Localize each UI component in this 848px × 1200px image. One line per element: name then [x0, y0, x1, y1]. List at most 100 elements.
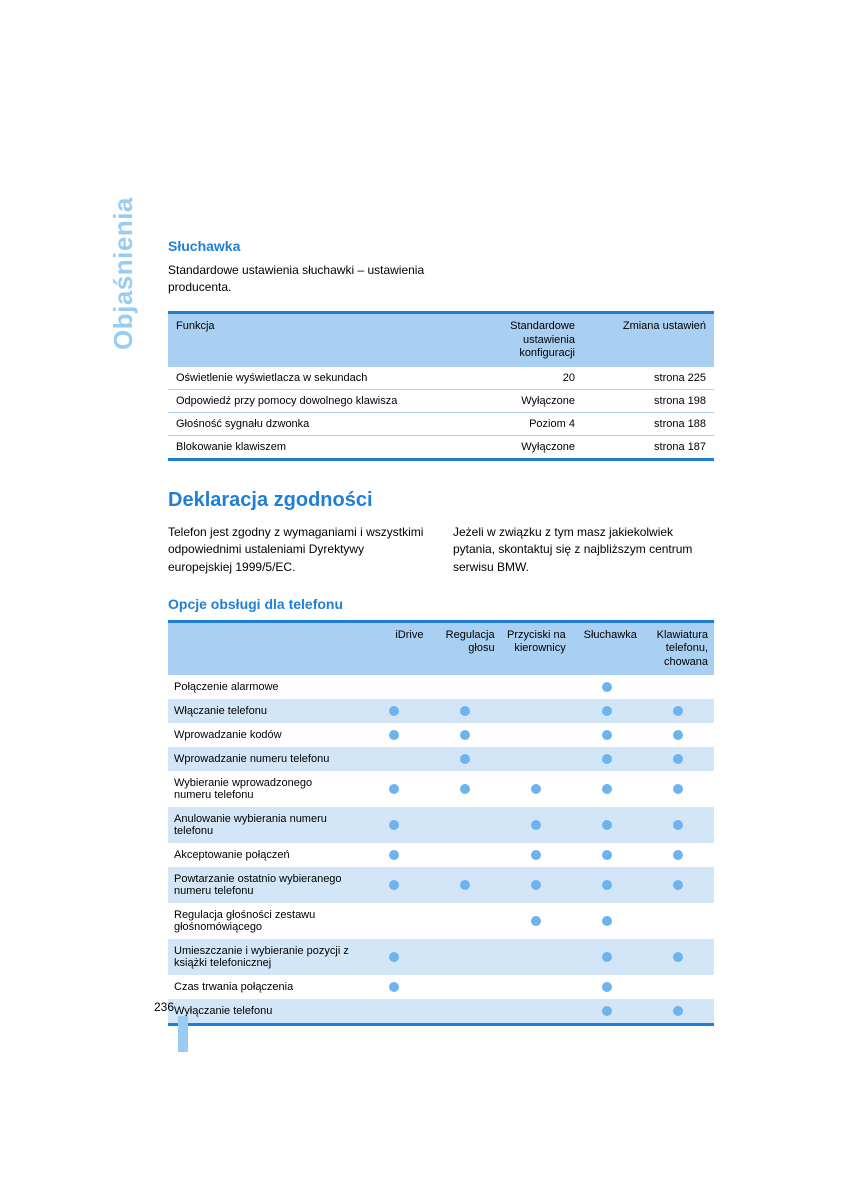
dot-icon [460, 880, 470, 890]
sidebar-title: Objaśnienia [108, 197, 139, 350]
table-cell [358, 771, 429, 807]
table-cell [643, 771, 714, 807]
table-cell [643, 999, 714, 1025]
table-cell-label: Regulacja głośności zestawu głośnomówiąc… [168, 903, 358, 939]
table-cell [572, 771, 643, 807]
dot-icon [602, 682, 612, 692]
section-heading-opcje: Opcje obsługi dla telefonu [168, 596, 714, 612]
table-row: Powtarzanie ostatnio wybieranego numeru … [168, 867, 714, 903]
table-cell-label: Powtarzanie ostatnio wybieranego numeru … [168, 867, 358, 903]
table-cell-label: Wprowadzanie kodów [168, 723, 358, 747]
table-row: Umieszczanie i wybieranie pozycji z ksią… [168, 939, 714, 975]
table-cell [501, 843, 572, 867]
table-cell [643, 975, 714, 999]
table-row: Wprowadzanie numeru telefonu [168, 747, 714, 771]
dot-icon [602, 850, 612, 860]
table-cell-label: Akceptowanie połączeń [168, 843, 358, 867]
dot-icon [389, 952, 399, 962]
dot-icon [389, 880, 399, 890]
paragraph-col-1: Telefon jest zgodny z wymaganiami i wszy… [168, 524, 429, 576]
table-cell [501, 771, 572, 807]
table-cell [358, 699, 429, 723]
table-cell [358, 843, 429, 867]
dot-icon [602, 754, 612, 764]
table-cell [643, 867, 714, 903]
section-text-sluchawka: Standardowe ustawienia słuchawki – ustaw… [168, 262, 428, 297]
dot-icon [673, 880, 683, 890]
table-header: Standardowe ustawienia konfiguracji [463, 312, 583, 367]
dot-icon [531, 880, 541, 890]
table-cell [429, 939, 500, 975]
table-cell [572, 675, 643, 699]
table-cell: Wyłączone [463, 390, 583, 413]
table-row: Anulowanie wybierania numeru telefonu [168, 807, 714, 843]
table-cell-label: Wprowadzanie numeru telefonu [168, 747, 358, 771]
table-row: Głośność sygnału dzwonkaPoziom 4strona 1… [168, 413, 714, 436]
section-heading-sluchawka: Słuchawka [168, 238, 714, 254]
table-cell-label: Włączanie telefonu [168, 699, 358, 723]
table-cell [572, 999, 643, 1025]
table-cell-label: Czas trwania połączenia [168, 975, 358, 999]
table-row: Wprowadzanie kodów [168, 723, 714, 747]
table-cell [572, 867, 643, 903]
table-cell [358, 747, 429, 771]
table-cell [358, 903, 429, 939]
table-cell [572, 699, 643, 723]
table-cell-label: Wybieranie wprowadzonego numeru telefonu [168, 771, 358, 807]
dot-icon [602, 880, 612, 890]
table-cell: strona 198 [583, 390, 714, 413]
dot-icon [602, 1006, 612, 1016]
dot-icon [673, 784, 683, 794]
table-header: Przyciski na kierownicy [501, 622, 572, 675]
table-cell: strona 187 [583, 436, 714, 460]
table-cell: strona 225 [583, 367, 714, 390]
table-cell: Oświetlenie wyświetlacza w sekundach [168, 367, 463, 390]
table-cell [358, 939, 429, 975]
dot-icon [460, 784, 470, 794]
table-cell: Odpowiedź przy pomocy dowolnego klawisza [168, 390, 463, 413]
page-number: 236 [154, 1000, 174, 1014]
dot-icon [389, 982, 399, 992]
dot-icon [389, 706, 399, 716]
dot-icon [602, 784, 612, 794]
table-cell [572, 843, 643, 867]
table-cell [643, 903, 714, 939]
table-cell [429, 807, 500, 843]
dot-icon [531, 784, 541, 794]
table-header: Zmiana ustawień [583, 312, 714, 367]
table-cell [429, 771, 500, 807]
table-cell [501, 699, 572, 723]
table-row: Oświetlenie wyświetlacza w sekundach20st… [168, 367, 714, 390]
dot-icon [602, 730, 612, 740]
table-cell-label: Umieszczanie i wybieranie pozycji z ksią… [168, 939, 358, 975]
table-cell [358, 867, 429, 903]
paragraph-col-2: Jeżeli w związku z tym masz jakiekolwiek… [453, 524, 714, 576]
table-cell-label: Wyłączanie telefonu [168, 999, 358, 1025]
table-cell [429, 723, 500, 747]
table-cell [429, 867, 500, 903]
table-row: Włączanie telefonu [168, 699, 714, 723]
table-cell [643, 807, 714, 843]
dot-icon [389, 850, 399, 860]
dot-icon [602, 820, 612, 830]
dot-icon [389, 784, 399, 794]
dot-icon [673, 952, 683, 962]
table-cell [643, 843, 714, 867]
table-cell [501, 723, 572, 747]
table-header: Klawiatura telefonu, chowana [643, 622, 714, 675]
table-cell-label: Anulowanie wybierania numeru telefonu [168, 807, 358, 843]
table-cell [501, 999, 572, 1025]
table-cell [643, 747, 714, 771]
table-header: iDrive [358, 622, 429, 675]
table-cell [501, 903, 572, 939]
table-cell [643, 699, 714, 723]
table-cell [429, 675, 500, 699]
dot-icon [602, 952, 612, 962]
table-cell [501, 747, 572, 771]
table-cell [358, 975, 429, 999]
table-cell [358, 723, 429, 747]
table-cell [501, 807, 572, 843]
table-cell [501, 975, 572, 999]
dot-icon [673, 1006, 683, 1016]
dot-icon [673, 820, 683, 830]
